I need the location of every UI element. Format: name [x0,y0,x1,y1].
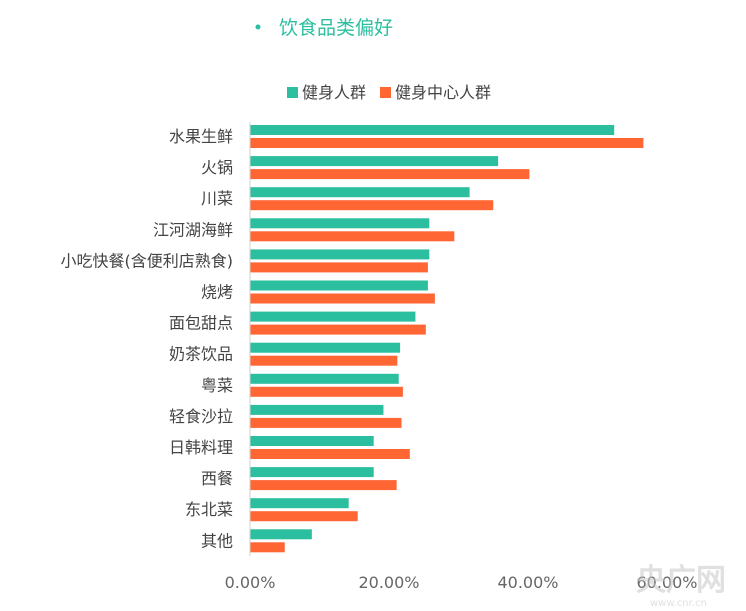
bars [250,125,644,553]
legend-swatch-0 [287,87,298,98]
category-label-8: 粤菜 [201,376,233,395]
category-label-4: 小吃快餐(含便利店熟食) [61,251,234,270]
bar-0-10 [250,436,374,446]
bar-0-1 [250,156,499,167]
category-label-9: 轻食沙拉 [169,407,233,426]
bar-1-5 [250,293,435,304]
category-label-13: 其他 [201,531,233,550]
category-label-3: 江河湖海鲜 [153,220,233,239]
bar-0-3 [250,218,430,229]
bar-1-8 [250,386,403,397]
bar-1-2 [250,200,494,211]
watermark-url: www.cnr.cn [650,598,707,609]
category-label-12: 东北菜 [185,500,233,519]
bar-0-6 [250,311,416,322]
category-label-1: 火锅 [201,158,233,177]
x-tick-1: 20.00% [358,573,419,592]
bar-0-5 [250,280,428,291]
bar-1-12 [250,511,358,522]
bar-0-8 [250,373,399,384]
title-bullet [255,24,261,30]
x-tick-labels: 0.00% 20.00% 40.00% 60.00% [225,573,698,592]
category-label-6: 面包甜点 [169,314,233,333]
bar-0-4 [250,249,430,260]
bar-1-9 [250,417,402,428]
bar-0-13 [250,529,312,540]
legend-label-0: 健身人群 [302,83,366,102]
bar-1-6 [250,324,426,335]
bar-0-12 [250,498,349,509]
category-label-0: 水果生鲜 [169,127,233,146]
bar-0-9 [250,404,384,415]
category-label-11: 西餐 [201,469,233,488]
legend-label-1: 健身中心人群 [395,83,491,102]
bar-1-0 [250,138,644,148]
watermark-text: 央广网 [636,563,726,598]
x-tick-2: 40.00% [497,573,558,592]
category-label-2: 川菜 [201,189,233,208]
bar-0-7 [250,342,401,353]
bar-0-11 [250,467,374,478]
watermark: 央广网 www.cnr.cn [636,563,726,609]
bar-1-1 [250,169,530,180]
bar-1-11 [250,480,397,491]
x-tick-3: 60.00% [636,573,697,592]
category-label-7: 奶茶饮品 [169,345,233,364]
category-label-10: 日韩料理 [169,438,233,457]
chart-title: 饮食品类偏好 [279,17,393,39]
bar-1-7 [250,355,398,366]
x-tick-0: 0.00% [225,573,276,592]
legend: 健身人群 健身中心人群 [287,83,491,102]
category-label-5: 烧烤 [201,283,233,302]
bar-1-4 [250,262,428,273]
bar-1-13 [250,542,285,553]
bar-0-0 [250,125,615,135]
bar-1-10 [250,449,410,459]
bar-0-2 [250,187,470,198]
legend-swatch-1 [380,87,391,98]
bar-1-3 [250,231,455,242]
